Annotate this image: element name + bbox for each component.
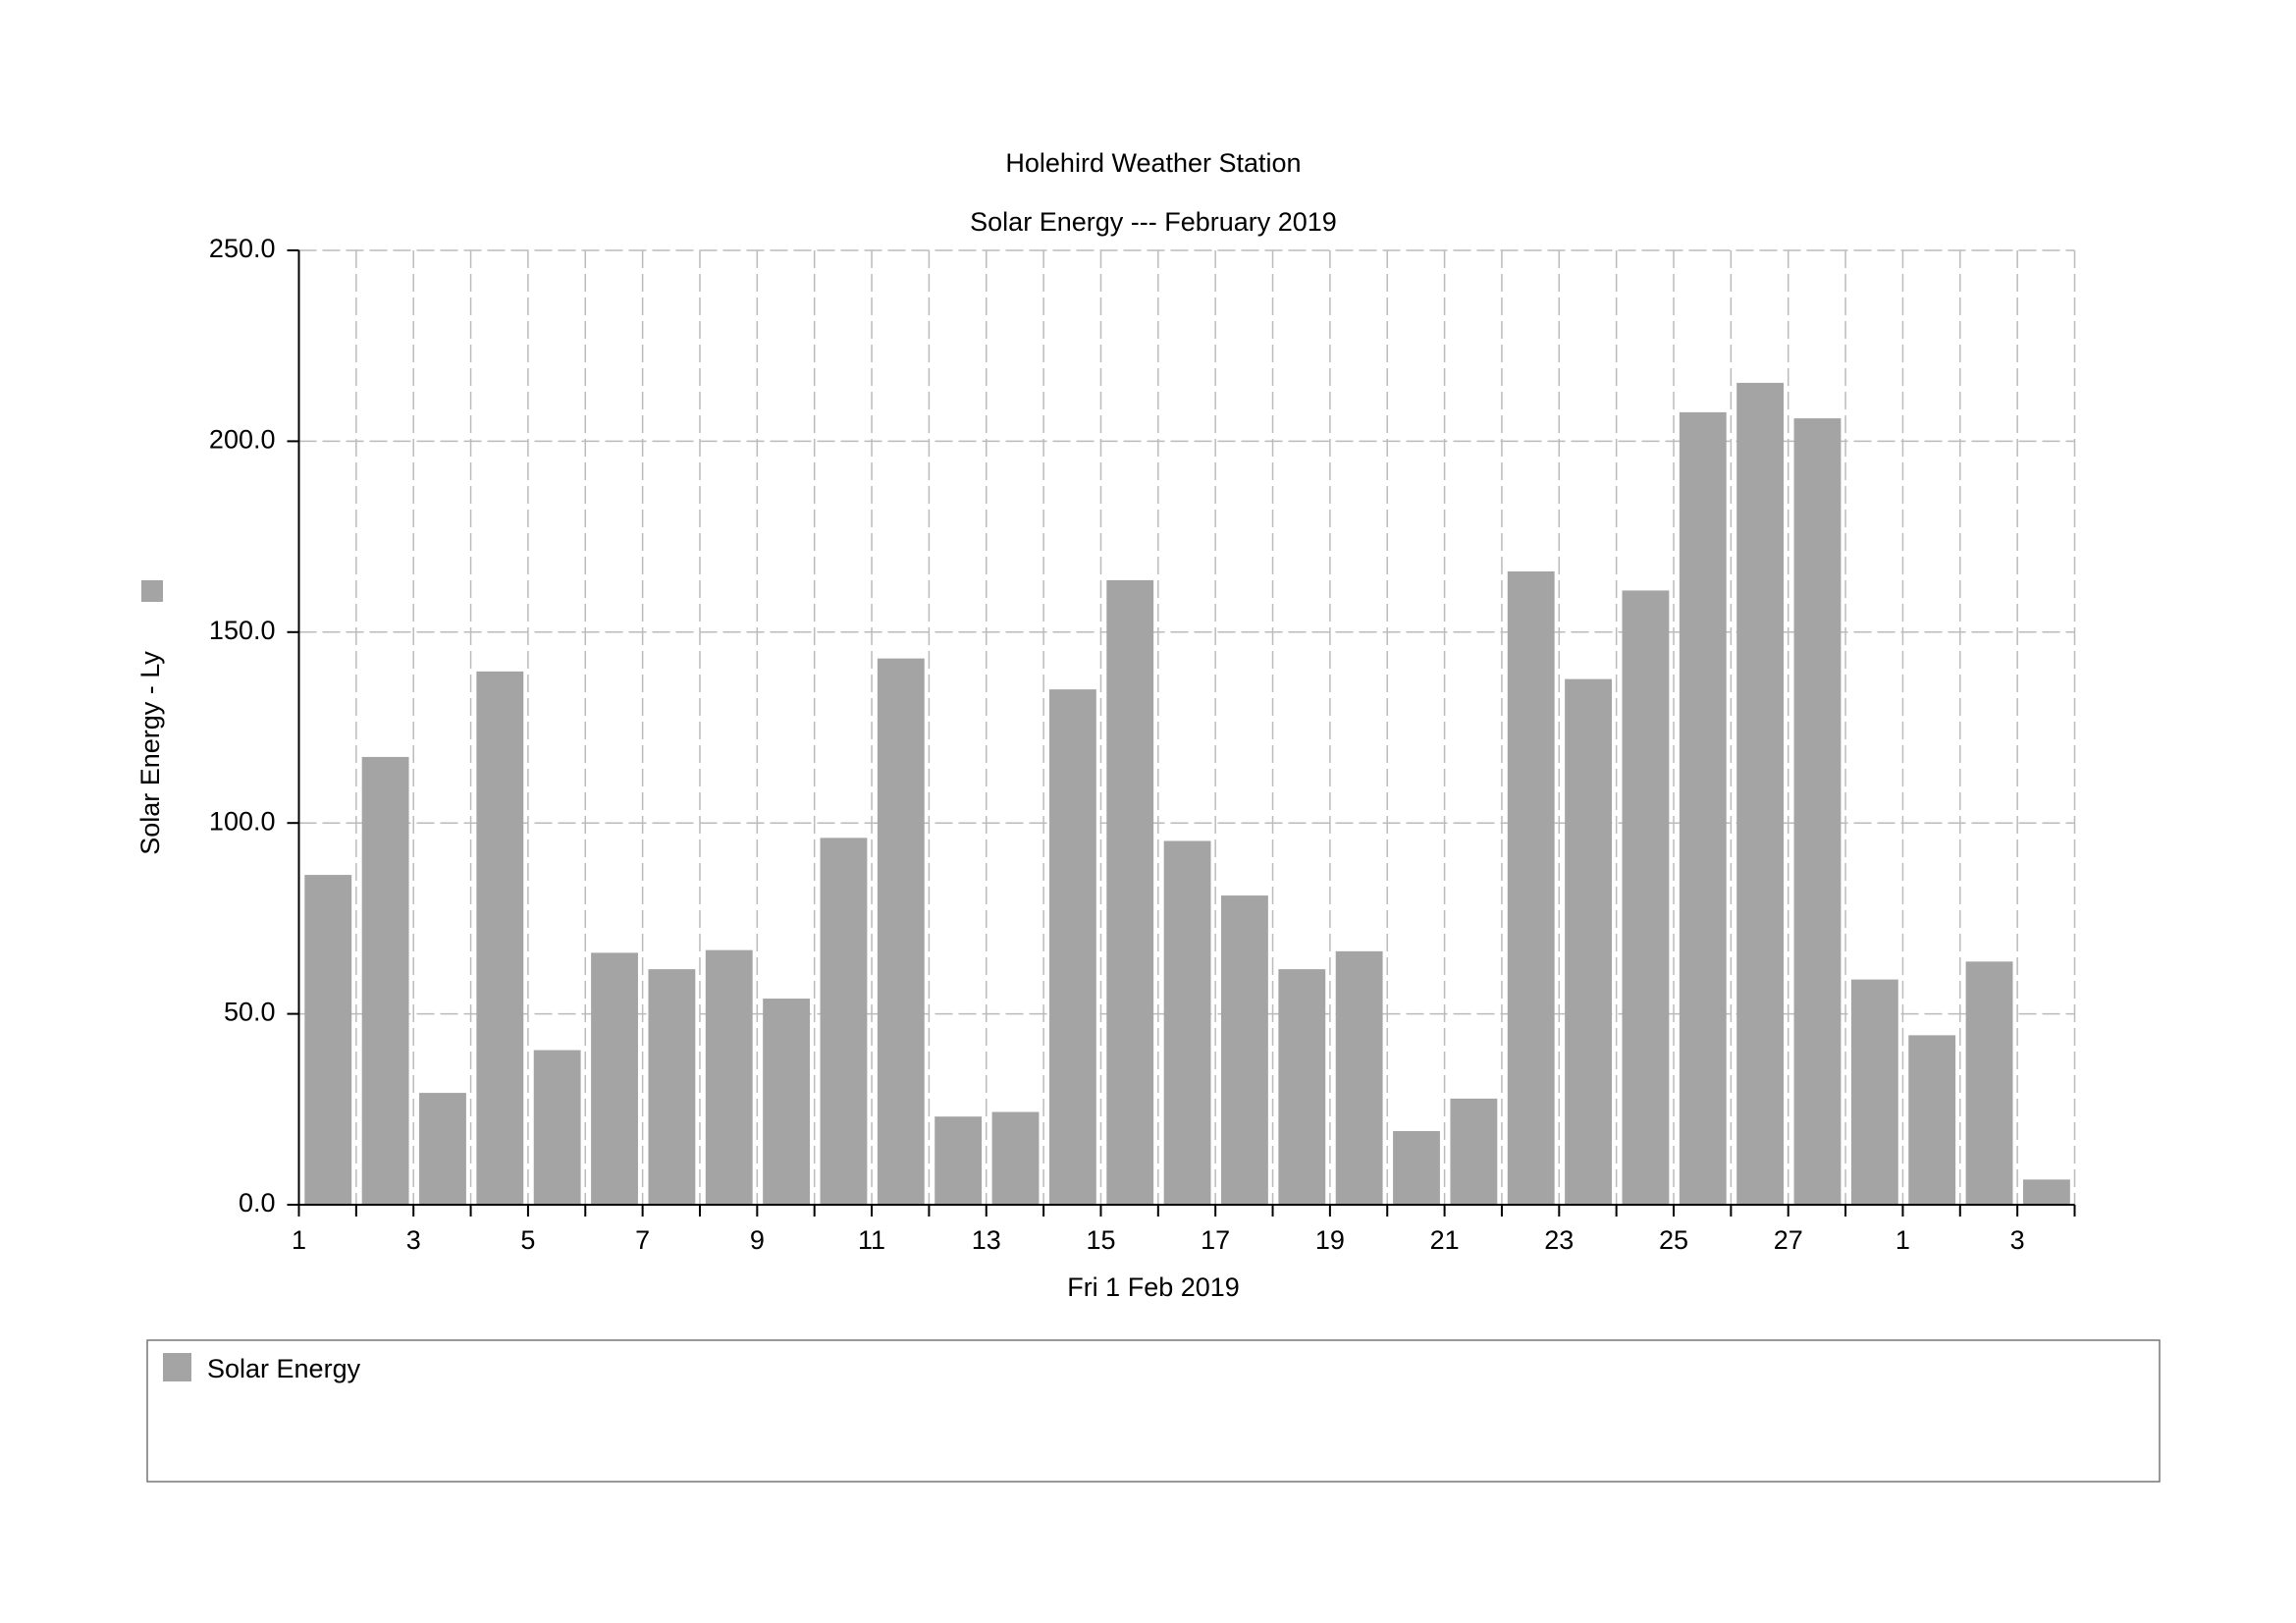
bar — [820, 838, 868, 1205]
legend-box — [146, 1339, 2161, 1483]
bar — [1450, 1098, 1498, 1205]
bar — [361, 756, 409, 1205]
legend-label: Solar Energy — [207, 1354, 361, 1383]
x-tick-label: 11 — [858, 1225, 885, 1255]
x-tick-label: 1 — [1896, 1225, 1910, 1255]
bar — [1048, 689, 1096, 1205]
bar — [1622, 590, 1670, 1205]
bar — [476, 671, 524, 1205]
x-tick-label: 1 — [292, 1225, 306, 1255]
bar — [1507, 570, 1555, 1205]
x-axis-label: Fri 1 Feb 2019 — [1067, 1272, 1240, 1302]
bar — [1393, 1130, 1440, 1205]
y-tick-label: 200.0 — [209, 425, 276, 455]
legend-swatch — [163, 1353, 191, 1381]
bar — [877, 658, 925, 1205]
bar — [533, 1050, 581, 1205]
bar — [419, 1093, 466, 1205]
bar — [934, 1116, 983, 1205]
bar — [591, 952, 638, 1205]
bar — [1565, 678, 1612, 1205]
bar — [1278, 969, 1326, 1205]
x-tick-label: 7 — [635, 1225, 650, 1255]
y-tick-label: 100.0 — [209, 806, 276, 836]
bar — [1965, 961, 2013, 1205]
y-tick-label: 150.0 — [209, 616, 276, 645]
x-tick-label: 13 — [972, 1225, 1001, 1255]
x-tick-label: 5 — [520, 1225, 535, 1255]
bar — [648, 969, 696, 1205]
bar — [1679, 411, 1727, 1205]
x-tick-label: 3 — [406, 1225, 421, 1255]
y-axis-label: Solar Energy - Ly — [135, 651, 165, 855]
bar — [1908, 1035, 1956, 1205]
x-tick-label: 25 — [1659, 1225, 1688, 1255]
bar — [705, 949, 753, 1205]
bar — [1736, 382, 1785, 1206]
bar — [1793, 418, 1842, 1205]
bar — [2022, 1179, 2070, 1205]
x-tick-label: 15 — [1086, 1225, 1115, 1255]
bar — [1850, 979, 1898, 1205]
bar — [1221, 895, 1268, 1205]
bar — [304, 875, 352, 1205]
chart-subtitle: Solar Energy --- February 2019 — [970, 207, 1337, 237]
x-tick-label: 9 — [750, 1225, 765, 1255]
y-axis-symbol — [141, 580, 163, 602]
bar — [1106, 579, 1154, 1205]
bar — [991, 1111, 1040, 1205]
x-tick-label: 3 — [2010, 1225, 2025, 1255]
bar — [1335, 950, 1383, 1205]
x-tick-label: 27 — [1774, 1225, 1803, 1255]
y-tick-label: 250.0 — [209, 234, 276, 263]
bar — [1163, 840, 1211, 1205]
x-tick-label: 19 — [1315, 1225, 1345, 1255]
y-tick-label: 50.0 — [224, 998, 276, 1027]
y-tick-label: 0.0 — [239, 1188, 276, 1217]
x-tick-label: 17 — [1201, 1225, 1230, 1255]
x-tick-label: 21 — [1430, 1225, 1460, 1255]
x-tick-label: 23 — [1544, 1225, 1574, 1255]
chart-title: Holehird Weather Station — [1005, 148, 1301, 178]
bar — [763, 999, 811, 1205]
